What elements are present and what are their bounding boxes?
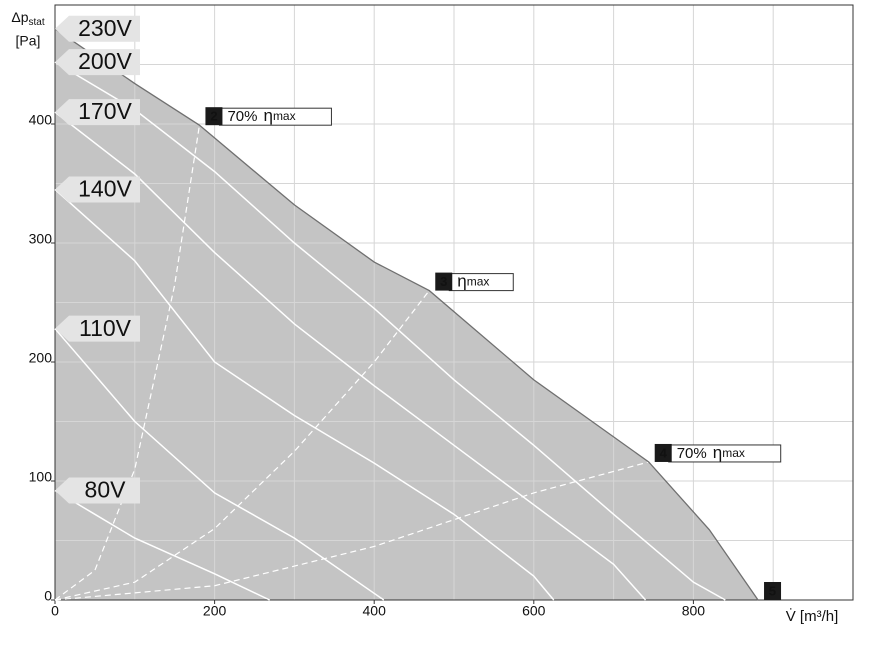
annotation-number: 5 [769, 583, 776, 598]
x-tick-label: 600 [522, 603, 546, 619]
voltage-tag: 230V [55, 15, 140, 42]
speed-curve [54, 188, 555, 601]
voltage-tag: 110V [55, 315, 140, 342]
voltage-tag: 170V [55, 98, 140, 126]
speed-curve [54, 489, 270, 601]
x-tick-label: 200 [203, 603, 227, 619]
y-label-unit: [Pa] [16, 33, 41, 49]
annotation: 5 [764, 582, 782, 600]
voltage-label: 140V [78, 176, 132, 202]
voltage-tag-shape [55, 176, 140, 203]
annotation-text: ηmax [457, 272, 489, 291]
annotation-marker [205, 107, 223, 126]
voltage-tag-shape [55, 477, 140, 504]
annotation-marker [764, 582, 782, 600]
voltage-tag: 80V [55, 477, 140, 504]
y-tick-label: 400 [29, 112, 53, 128]
annotation-prefix: 70% [677, 445, 707, 462]
annotation-symbol: η [457, 272, 466, 291]
efficiency-line [54, 290, 430, 601]
speed-curve [54, 328, 385, 601]
voltage-label: 110V [79, 315, 132, 341]
y-tick-label: 200 [29, 350, 53, 366]
y-label-subscript: stat [29, 17, 45, 28]
x-tick-label: 800 [682, 603, 706, 619]
y-label-symbol: Δp [11, 9, 28, 25]
voltage-tag-shape [55, 15, 140, 42]
annotation-marker [435, 272, 453, 291]
voltage-label: 230V [78, 15, 132, 41]
annotation-subscript: max [722, 446, 745, 460]
y-label: Δpstat [11, 9, 44, 28]
annotation-number: 4 [660, 445, 668, 460]
voltage-tag: 200V [55, 48, 140, 76]
voltage-tag-shape [55, 99, 140, 126]
efficiency-line [54, 125, 201, 601]
annotation-number: 3 [440, 274, 447, 289]
x-label: V̇ [m³/h] [786, 608, 839, 625]
annotation-text: 70% ηmax [227, 107, 295, 126]
annotation-subscript: max [273, 109, 296, 123]
annotation-symbol: η [713, 443, 722, 462]
voltage-tag-shape [55, 315, 140, 342]
voltage-label: 80V [85, 477, 127, 503]
speed-curve [54, 111, 647, 601]
annotation: ηmax 3 [435, 272, 514, 292]
annotation: 70% ηmax 2 [205, 107, 332, 126]
voltage-label: 200V [78, 48, 132, 74]
x-tick-label: 0 [51, 603, 59, 619]
annotation-subscript: max [467, 275, 490, 289]
speed-curve [54, 61, 726, 601]
annotation-prefix: 70% [227, 108, 257, 125]
voltage-tag-shape [55, 49, 140, 76]
voltage-label: 170V [78, 98, 132, 124]
speed-curve [54, 28, 759, 601]
annotation-text: 70% ηmax [677, 443, 745, 462]
y-tick-label: 0 [44, 588, 52, 604]
annotation-symbol: η [263, 107, 272, 126]
annotation-number: 2 [210, 109, 217, 124]
plot-frame [54, 4, 854, 601]
y-tick-label: 100 [29, 469, 53, 485]
operating-area [55, 28, 759, 601]
annotation: 70% ηmax 4 [654, 443, 782, 463]
x-tick-label: 400 [363, 603, 387, 619]
annotation-marker [654, 443, 672, 462]
voltage-tag: 140V [55, 176, 140, 203]
y-tick-label: 300 [29, 231, 53, 247]
efficiency-line [54, 461, 649, 601]
